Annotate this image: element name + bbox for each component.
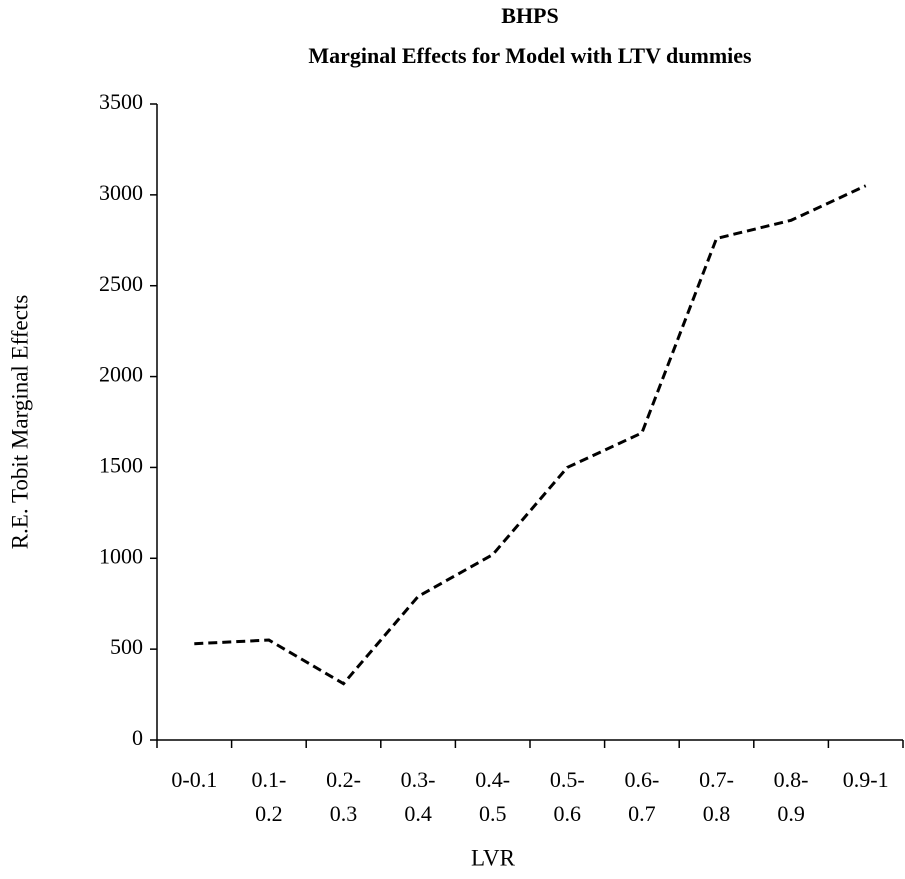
x-tick-label: 0.7-0.8 (699, 767, 734, 826)
x-tick-label: 0.4-0.5 (475, 767, 510, 826)
data-line (194, 184, 867, 686)
y-tick-label: 2500 (99, 271, 143, 296)
x-tick-label: 0.9-1 (843, 767, 889, 792)
y-tick-label: 1500 (99, 452, 143, 477)
x-axis-title: LVR (471, 845, 516, 870)
y-tick-label: 2000 (99, 362, 143, 387)
y-tick-label: 0 (132, 725, 143, 750)
y-tick-label: 1000 (99, 543, 143, 568)
x-tick-label: 0-0.1 (171, 767, 217, 792)
y-tick-label: 3000 (99, 180, 143, 205)
x-tick-label: 0.1-0.2 (251, 767, 286, 826)
chart-subtitle: Marginal Effects for Model with LTV dumm… (308, 43, 752, 68)
y-tick-label: 500 (110, 634, 143, 659)
y-axis-title: R.E. Tobit Marginal Effects (7, 295, 32, 550)
x-tick-label: 0.3-0.4 (401, 767, 436, 826)
y-tick-label: 3500 (99, 89, 143, 114)
x-tick-label: 0.5-0.6 (550, 767, 585, 826)
chart-title: BHPS (501, 3, 558, 28)
x-tick-label: 0.2-0.3 (326, 767, 361, 826)
x-tick-label: 0.6-0.7 (624, 767, 659, 826)
x-tick-label: 0.8-0.9 (774, 767, 809, 826)
